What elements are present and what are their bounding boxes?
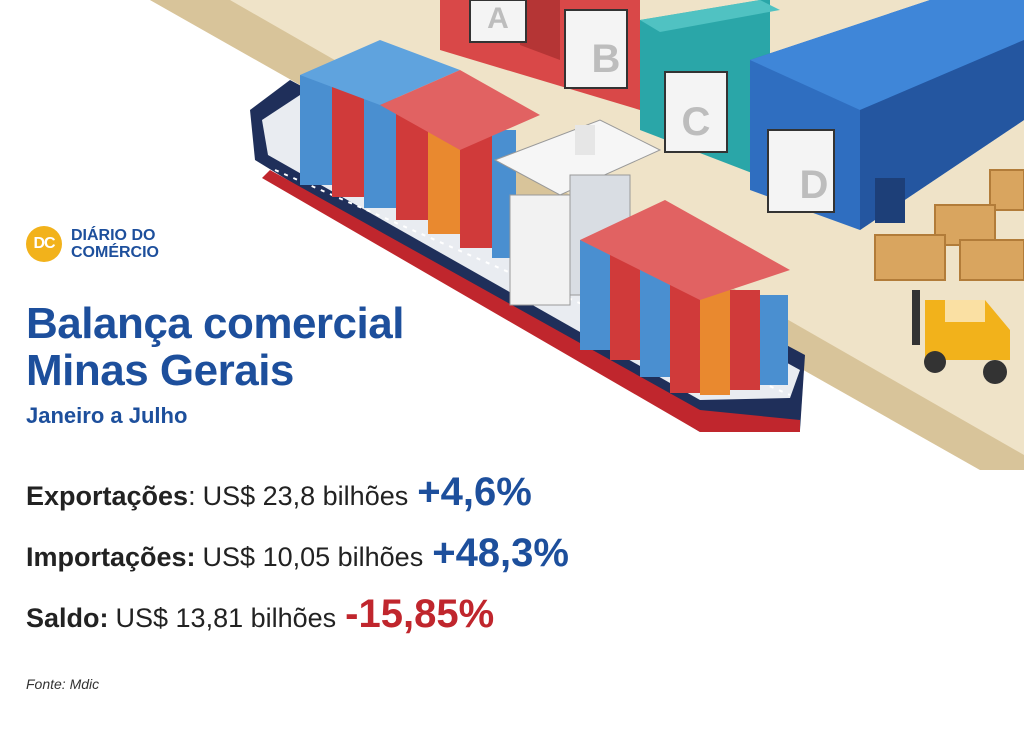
stat-balance-value: US$ 13,81 bilhões xyxy=(115,603,337,633)
door-c: C xyxy=(664,71,728,153)
logo-badge-icon: DC xyxy=(26,226,62,262)
stat-exports-change: +4,6% xyxy=(417,470,532,514)
stat-exports: Exportações: US$ 23,8 bilhões +4,6% xyxy=(26,470,532,515)
door-b-label: B xyxy=(592,37,621,81)
warehouse-doors: A B C D xyxy=(469,0,835,213)
logo-line-2: COMÉRCIO xyxy=(71,244,159,261)
stat-exports-value: US$ 23,8 bilhões xyxy=(202,481,409,511)
stat-balance: Saldo: US$ 13,81 bilhões -15,85% xyxy=(26,592,494,637)
period-subtitle: Janeiro a Julho xyxy=(26,403,188,428)
forklift-icon xyxy=(912,290,1010,384)
wooden-pallets xyxy=(874,169,1024,281)
port-illustration: A B C D xyxy=(150,0,1024,470)
container-stacks-front xyxy=(580,200,790,395)
stat-exports-label: Exportações xyxy=(26,481,189,511)
door-c-label: C xyxy=(682,100,711,144)
source-note: Fonte: Mdic xyxy=(26,676,100,692)
stat-imports-label: Importações: xyxy=(26,542,196,572)
title-line-2: Minas Gerais xyxy=(26,346,294,395)
page-title: Balança comercial Minas Gerais xyxy=(26,300,404,394)
container-stacks-rear xyxy=(300,40,540,258)
logo-line-1: DIÁRIO DO xyxy=(71,227,156,244)
door-d: D xyxy=(767,129,835,213)
door-d-label: D xyxy=(800,163,829,207)
stat-imports: Importações: US$ 10,05 bilhões +48,3% xyxy=(26,531,569,576)
brand-logo: DC DIÁRIO DO COMÉRCIO xyxy=(26,226,159,262)
door-a-label: A xyxy=(487,2,509,35)
door-b: B xyxy=(564,9,628,89)
cargo-ship xyxy=(250,40,805,432)
stat-balance-label: Saldo: xyxy=(26,603,109,633)
ship-hull-red xyxy=(262,170,800,432)
stat-imports-value: US$ 10,05 bilhões xyxy=(202,542,424,572)
title-line-1: Balança comercial xyxy=(26,299,404,348)
logo-wordmark: DIÁRIO DO COMÉRCIO xyxy=(71,227,159,261)
stat-imports-change: +48,3% xyxy=(432,531,569,575)
stat-balance-change: -15,85% xyxy=(345,592,495,636)
door-a: A xyxy=(469,0,527,43)
stat-exports-separator: : xyxy=(188,481,196,511)
